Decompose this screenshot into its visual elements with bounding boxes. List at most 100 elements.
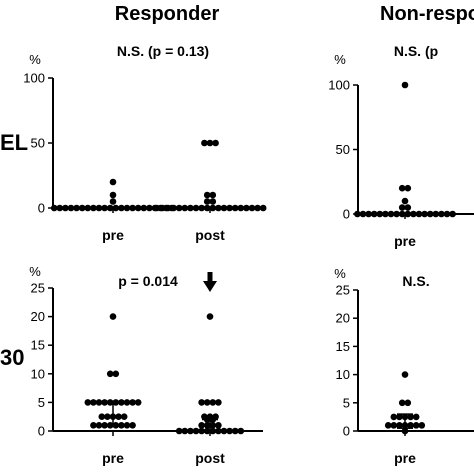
data-point bbox=[56, 204, 64, 212]
y-tick-label: 10 bbox=[336, 367, 350, 382]
data-point bbox=[206, 313, 214, 320]
y-unit-label: % bbox=[334, 52, 346, 67]
data-point bbox=[203, 191, 211, 199]
data-point bbox=[104, 413, 111, 421]
y-tick-label: 25 bbox=[31, 281, 45, 296]
y-tick-label: 0 bbox=[38, 201, 45, 216]
data-point bbox=[78, 204, 86, 212]
data-point bbox=[101, 421, 108, 429]
data-point bbox=[212, 139, 219, 147]
y-tick-label: 0 bbox=[343, 207, 350, 222]
data-point bbox=[212, 413, 219, 421]
data-point bbox=[164, 204, 172, 212]
y-tick-label: 15 bbox=[336, 339, 350, 354]
y-tick-label: 50 bbox=[336, 142, 350, 157]
data-point bbox=[201, 139, 208, 147]
data-point bbox=[231, 427, 239, 435]
significance-annotation: N.S. bbox=[402, 273, 429, 289]
data-point bbox=[412, 413, 420, 421]
y-tick-label: 25 bbox=[336, 283, 350, 298]
data-point bbox=[418, 422, 426, 429]
data-point bbox=[206, 413, 214, 421]
data-point bbox=[134, 399, 142, 406]
data-point bbox=[181, 204, 189, 212]
data-point bbox=[98, 413, 106, 421]
data-point bbox=[237, 204, 245, 212]
panel-0: % 0 50 100 N.S. (p = 0.13) pre post bbox=[23, 43, 267, 243]
data-point bbox=[443, 210, 451, 218]
data-point bbox=[95, 421, 103, 429]
data-point bbox=[215, 421, 222, 429]
data-point bbox=[187, 427, 194, 435]
y-tick-label: 10 bbox=[31, 366, 45, 381]
data-point bbox=[153, 204, 161, 212]
y-tick-label: 0 bbox=[343, 424, 350, 439]
data-point bbox=[203, 198, 211, 205]
data-point bbox=[398, 204, 406, 211]
data-point bbox=[404, 399, 412, 407]
data-point bbox=[129, 399, 136, 406]
data-point bbox=[90, 399, 97, 406]
data-point bbox=[404, 204, 412, 211]
data-point bbox=[198, 421, 205, 429]
column-header-responder: Responder bbox=[115, 3, 220, 25]
data-point bbox=[370, 210, 378, 218]
data-point bbox=[115, 413, 122, 421]
data-point bbox=[401, 371, 409, 378]
significance-annotation: N.S. (p bbox=[394, 43, 438, 59]
data-point bbox=[129, 204, 136, 212]
data-point bbox=[203, 421, 211, 429]
y-tick-label: 50 bbox=[31, 136, 45, 151]
data-point bbox=[159, 204, 166, 212]
data-point bbox=[106, 370, 114, 378]
data-point bbox=[209, 198, 217, 205]
data-point bbox=[390, 413, 398, 421]
category-label-pre: pre bbox=[394, 233, 416, 249]
data-point bbox=[146, 204, 153, 212]
column-header-non-responder: Non-respo bbox=[380, 3, 474, 25]
data-point bbox=[62, 204, 69, 212]
category-label-pre: pre bbox=[102, 227, 124, 243]
data-point bbox=[432, 210, 440, 218]
category-label-pre: pre bbox=[102, 450, 124, 466]
data-point bbox=[170, 204, 177, 212]
data-point bbox=[209, 421, 217, 429]
data-point bbox=[426, 210, 434, 218]
data-point bbox=[109, 313, 117, 320]
data-point bbox=[187, 204, 194, 212]
data-point bbox=[248, 204, 256, 212]
category-label-pre: pre bbox=[394, 450, 416, 466]
data-point bbox=[209, 191, 217, 199]
data-point bbox=[67, 204, 75, 212]
data-point bbox=[365, 210, 372, 218]
row-label-bottom: 30 bbox=[0, 345, 24, 370]
significance-annotation: p = 0.014 bbox=[118, 273, 178, 289]
y-tick-label: 100 bbox=[328, 78, 350, 93]
data-point bbox=[90, 421, 97, 429]
arrow-head bbox=[203, 281, 217, 292]
category-label-post: post bbox=[195, 450, 225, 466]
data-point bbox=[175, 427, 183, 435]
data-point bbox=[206, 139, 214, 147]
data-point bbox=[401, 197, 409, 205]
data-point bbox=[384, 422, 392, 429]
y-tick-label: 20 bbox=[336, 311, 350, 326]
data-point bbox=[203, 399, 211, 406]
data-point bbox=[254, 204, 261, 212]
data-point bbox=[109, 198, 117, 205]
data-point bbox=[407, 413, 414, 421]
y-tick-label: 5 bbox=[343, 395, 350, 410]
data-point bbox=[90, 204, 97, 212]
y-unit-label: % bbox=[29, 264, 41, 279]
data-point bbox=[209, 399, 217, 406]
data-point bbox=[401, 81, 409, 89]
data-point bbox=[134, 204, 142, 212]
data-point bbox=[181, 427, 189, 435]
panel-3: % 0 5 10 15 20 25 N.S. pre bbox=[334, 266, 474, 466]
data-point bbox=[396, 413, 403, 421]
data-point bbox=[449, 210, 456, 218]
category-label-post: post bbox=[195, 227, 225, 243]
row-label-top: EL bbox=[0, 130, 28, 155]
